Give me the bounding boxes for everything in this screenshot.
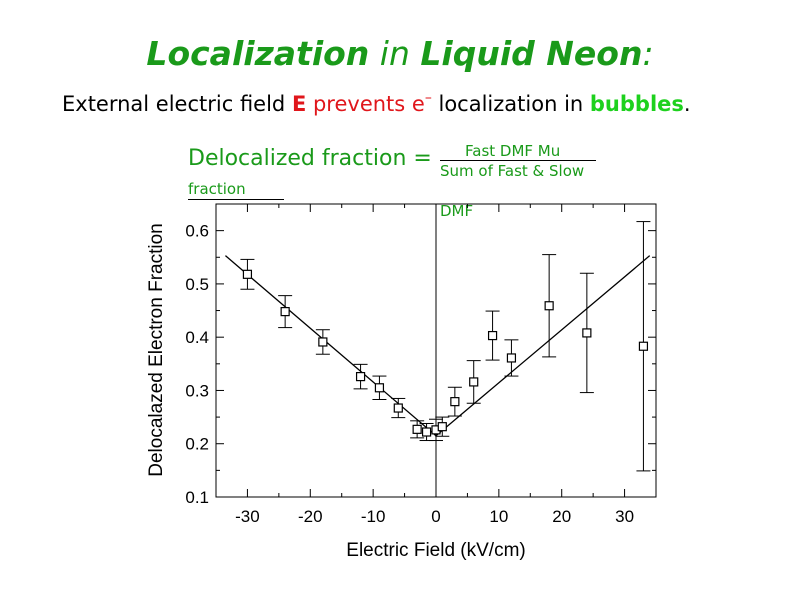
definition-lhs: Delocalized fraction = xyxy=(188,146,432,171)
data-point xyxy=(412,424,422,434)
slide-subtitle: External electric field E prevents e– lo… xyxy=(62,90,691,116)
fit-lines xyxy=(225,255,651,437)
definition-denominator: Sum of Fast & Slow xyxy=(440,162,585,180)
definition-numerator: Fast DMF Mu xyxy=(465,142,561,160)
y-axis-label: Delocalazed Electron Fraction xyxy=(146,223,167,476)
y-tick-label: 0.5 xyxy=(185,275,209,294)
data-point xyxy=(544,301,554,311)
y-tick-label: 0.4 xyxy=(185,328,209,347)
x-axis-label: Electric Field (kV/cm) xyxy=(346,540,525,561)
x-tick-label: 0 xyxy=(431,507,440,526)
definition-tail-dmf: DMF xyxy=(440,202,474,220)
subtitle-prevents: prevents e xyxy=(306,92,425,116)
subtitle-text-2: localization in xyxy=(431,92,590,116)
subtitle-period: . xyxy=(683,92,691,116)
y-tick-label: 0.1 xyxy=(185,488,209,507)
x-tick-label: 10 xyxy=(489,507,508,526)
title-localization: Localization xyxy=(146,34,370,73)
fit-line xyxy=(225,255,437,437)
data-point xyxy=(242,269,253,279)
slide-title: Localization in Liquid Neon: xyxy=(0,34,800,73)
data-point xyxy=(469,377,479,387)
x-tick-label: 20 xyxy=(552,507,571,526)
x-tick-label: -30 xyxy=(235,507,260,526)
data-point xyxy=(393,403,403,413)
data-point xyxy=(280,307,290,317)
axis-ticks xyxy=(216,203,656,498)
subtitle-e-field: E xyxy=(291,92,307,116)
title-colon: : xyxy=(642,34,654,73)
subtitle-bubbles: bubbles xyxy=(589,92,684,116)
data-point xyxy=(437,422,447,432)
data-points xyxy=(242,269,649,437)
subtitle-text-1: External electric field xyxy=(62,92,292,116)
subtitle-superscript-minus: – xyxy=(424,90,432,106)
data-point xyxy=(374,383,385,393)
y-tick-label: 0.3 xyxy=(185,381,209,400)
fraction-underline xyxy=(188,199,284,200)
fraction-bar xyxy=(440,160,596,161)
fit-line xyxy=(435,255,651,437)
y-tick-label: 0.2 xyxy=(185,435,209,454)
data-point xyxy=(355,372,366,382)
title-liquid-neon: Liquid Neon xyxy=(420,34,643,73)
x-tick-label: 30 xyxy=(615,507,634,526)
x-tick-label: -20 xyxy=(298,507,323,526)
data-point xyxy=(638,341,649,351)
error-bars xyxy=(240,221,651,472)
data-point xyxy=(487,330,498,341)
data-point xyxy=(506,353,517,363)
data-point xyxy=(421,427,432,437)
axis-labels: -30 -20 -10 0 10 20 30 0.1 0.2 0.3 0.4 0.5 0.6 Electr… xyxy=(146,222,634,561)
x-tick-label: -10 xyxy=(361,507,386,526)
title-in: in xyxy=(369,34,421,73)
data-point xyxy=(450,397,460,407)
y-tick-label: 0.6 xyxy=(185,222,209,241)
data-point xyxy=(318,337,328,347)
data-point xyxy=(582,328,592,338)
definition-tail-fraction: fraction xyxy=(188,180,246,198)
